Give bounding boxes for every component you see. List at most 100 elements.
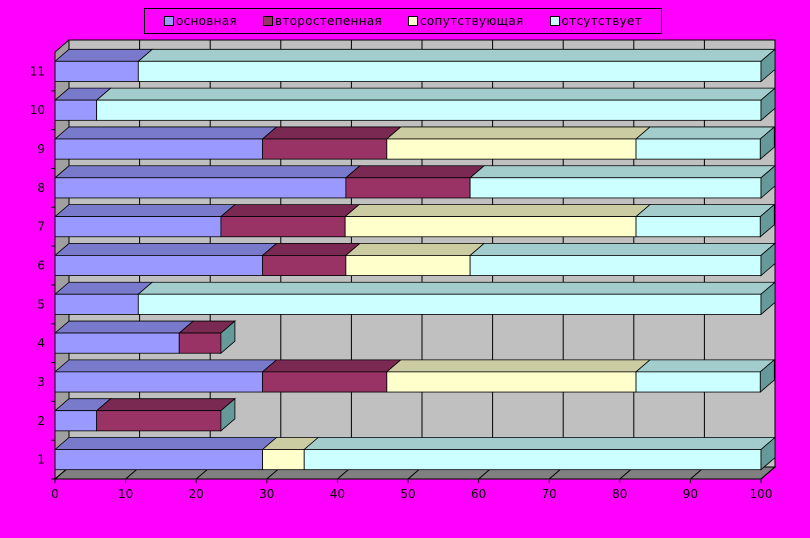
bar-end-cat10	[760, 87, 776, 122]
bar-cat9-s3	[635, 138, 761, 160]
bar-top-cat10-s3	[95, 87, 777, 101]
x-tick-label-100: 100	[750, 487, 773, 501]
bar-cat2-s1	[96, 410, 222, 432]
bar-top-cat3-s3	[634, 359, 776, 373]
bar-cat7-s3	[635, 216, 761, 238]
bar-top-cat3-s2	[385, 359, 652, 373]
y-tick-label-4: 4	[37, 336, 45, 350]
bar-top-cat5-s3	[137, 281, 777, 295]
bar-cat6-s2	[345, 255, 471, 276]
bar-cat4-s1	[178, 332, 222, 354]
y-tick-label-1: 1	[37, 453, 45, 467]
x-tick-label-0: 0	[51, 487, 59, 501]
x-tick-label-30: 30	[259, 487, 274, 501]
bar-cat4-s0	[54, 332, 180, 354]
bar-cat1-s2	[262, 449, 305, 471]
legend-label-secondary: второстепенная	[275, 14, 383, 28]
y-tick-label-5: 5	[37, 297, 45, 311]
bar-top-cat6-s1	[261, 243, 361, 256]
bar-top-cat8-s0	[53, 165, 361, 179]
bar-end-cat7	[759, 203, 775, 238]
x-tick-label-20: 20	[189, 487, 204, 501]
bar-cat8-s0	[54, 177, 347, 199]
bar-top-cat8-s3	[469, 165, 777, 179]
bar-top-cat11-s0	[53, 48, 154, 62]
bar-end-cat11	[760, 48, 776, 83]
bar-cat10-s0	[54, 99, 98, 121]
bar-top-cat9-s3	[634, 126, 776, 140]
bar-end-cat9	[759, 126, 775, 161]
bar-cat6-s0	[54, 255, 263, 276]
bar-top-cat2-s1	[95, 398, 236, 412]
bar-top-cat7-s0	[53, 204, 236, 217]
bar-cat3-s3	[635, 371, 761, 393]
x-tick-label-90: 90	[683, 487, 698, 501]
x-tick-label-70: 70	[542, 487, 557, 501]
y-tick-label-10: 10	[30, 103, 45, 117]
bar-top-cat4-s0	[53, 320, 195, 334]
x-tick-label-10: 10	[118, 487, 133, 501]
bar-cat1-s0	[54, 449, 263, 471]
bar-cat7-s2	[344, 216, 637, 238]
legend-swatch-primary	[163, 16, 174, 26]
y-tick-label-8: 8	[37, 181, 45, 195]
y-tick-label-9: 9	[37, 142, 45, 156]
bar-cat3-s2	[386, 371, 637, 393]
bar-cat7-s1	[220, 216, 346, 238]
legend-item-primary: основная	[163, 14, 238, 28]
legend-item-absent: отсутствует	[549, 14, 642, 28]
bar-cat5-s0	[54, 293, 139, 315]
bar-end-cat5	[760, 281, 776, 316]
y-tick-label-6: 6	[37, 259, 45, 273]
legend: основная второстепенная сопутствующая от…	[144, 8, 662, 34]
legend-swatch-absent	[549, 16, 560, 26]
bar-top-cat1-s3	[303, 437, 777, 450]
bar-end-cat4	[220, 320, 236, 355]
bar-cat9-s1	[262, 138, 388, 160]
bar-cat7-s0	[54, 216, 222, 238]
bar-top-cat8-s1	[344, 165, 486, 179]
x-tick-label-60: 60	[471, 487, 486, 501]
bar-end-cat1	[760, 436, 776, 471]
bar-cat8-s3	[469, 177, 762, 199]
bar-top-cat6-s0	[53, 243, 278, 256]
bar-top-cat3-s0	[53, 359, 278, 373]
bar-top-cat7-s3	[634, 204, 776, 217]
bar-cat1-s3	[303, 449, 762, 471]
bar-top-cat9-s0	[53, 126, 278, 140]
bar-cat9-s2	[386, 138, 637, 160]
legend-label-absent: отсутствует	[561, 14, 642, 28]
bar-cat11-s3	[137, 60, 762, 82]
bar-end-cat6	[760, 242, 776, 277]
bar-end-cat8	[760, 164, 776, 199]
legend-item-secondary: второстепенная	[263, 14, 382, 28]
bar-cat2-s0	[54, 410, 98, 432]
bar-top-cat3-s1	[261, 359, 402, 373]
bar-cat6-s1	[262, 255, 347, 276]
x-tick-label-50: 50	[400, 487, 415, 501]
bar-top-cat9-s1	[261, 126, 402, 140]
bar-cat3-s1	[262, 371, 388, 393]
bar-cat11-s0	[54, 60, 139, 82]
bar-top-cat6-s3	[469, 243, 777, 256]
axes: 0 10 20 30 40 50 60 70 80 90 100 1 2 3 4 5 6 7 8 9 10 11	[30, 52, 773, 501]
bar-top-cat1-s0	[53, 437, 278, 450]
bar-top-cat11-s3	[137, 48, 777, 62]
bar-cat10-s3	[96, 99, 762, 121]
x-tick-label-80: 80	[612, 487, 627, 501]
x-tick-label-40: 40	[330, 487, 345, 501]
legend-swatch-secondary	[263, 16, 273, 26]
legend-item-concomitant: сопутствующая	[408, 14, 524, 28]
bar-top-cat9-s2	[385, 126, 652, 140]
legend-label-primary: основная	[175, 14, 238, 28]
bar-cat6-s3	[469, 255, 762, 276]
bar-end-cat3	[759, 358, 775, 393]
y-tick-label-7: 7	[37, 220, 45, 234]
y-tick-label-2: 2	[37, 414, 45, 428]
bar-top-cat7-s1	[219, 204, 361, 217]
bar-top-cat6-s2	[344, 243, 486, 256]
bars	[53, 48, 777, 471]
bar-cat5-s3	[137, 293, 762, 315]
bar-end-cat2	[220, 397, 236, 432]
